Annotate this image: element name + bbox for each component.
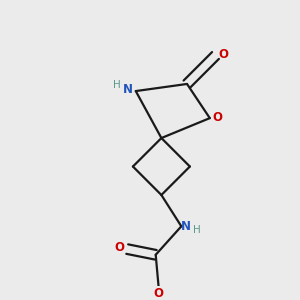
Text: O: O <box>218 48 228 61</box>
Text: N: N <box>123 83 133 96</box>
Text: H: H <box>193 225 200 235</box>
Text: O: O <box>213 111 223 124</box>
Text: O: O <box>115 242 125 254</box>
Text: O: O <box>154 287 164 300</box>
Text: N: N <box>181 220 190 233</box>
Text: H: H <box>113 80 121 90</box>
